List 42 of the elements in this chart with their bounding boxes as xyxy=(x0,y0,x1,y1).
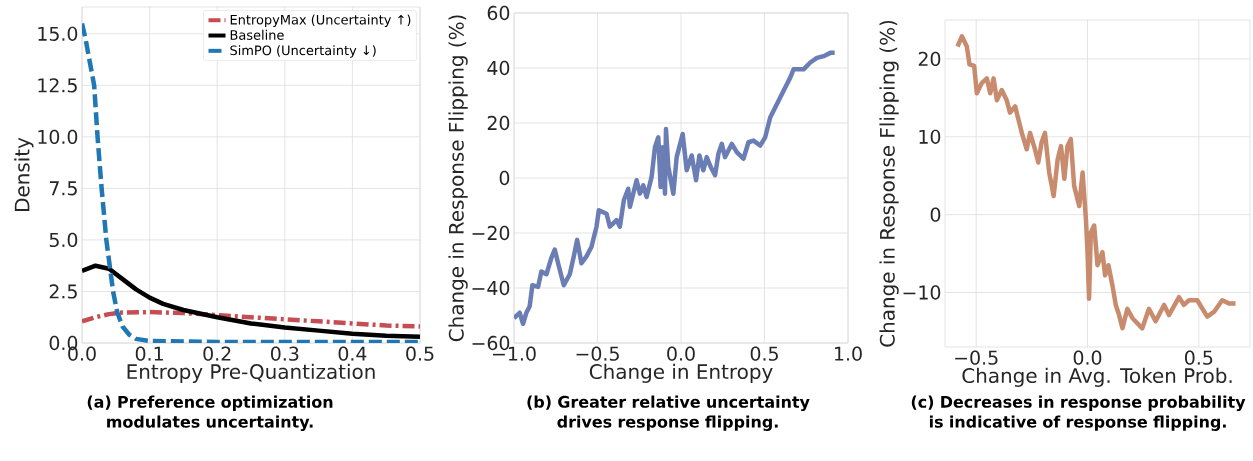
y-tick-label: 40 xyxy=(487,60,510,76)
x-tick-label: 0.3 xyxy=(271,346,299,361)
legend-label: Baseline xyxy=(230,29,284,40)
line-series xyxy=(514,50,837,326)
y-axis-title: Change in Response Flipping (%) xyxy=(448,15,468,342)
y-tick-label: 5.0 xyxy=(49,232,78,248)
x-tick-label: −0.5 xyxy=(576,346,619,361)
y-tick-label: 15.0 xyxy=(38,26,78,41)
text: (b) Greater relative uncertainty drives response flipping. xyxy=(527,395,810,431)
x-tick-label: 0.1 xyxy=(135,346,163,361)
y-tick-label: −20 xyxy=(472,225,510,241)
text: (a) Preference optimization modulates uncertainty. xyxy=(87,395,333,431)
y-tick-label: 60 xyxy=(487,5,510,21)
y-tick-label: −10 xyxy=(903,285,941,300)
y-axis-title: Density xyxy=(14,137,34,211)
x-axis-title: Change in Entropy xyxy=(589,363,773,383)
x-tick-label: 0.5 xyxy=(1185,350,1213,365)
y-tick-label: 2.5 xyxy=(49,284,77,299)
x-tick-label: 0.5 xyxy=(406,346,434,361)
y-tick-label: 12.5 xyxy=(38,78,77,93)
x-axis-title: Change in Avg. Token Prob. xyxy=(962,367,1232,387)
y-tick-label: 20 xyxy=(487,115,510,131)
x-tick-label: −0.5 xyxy=(955,350,998,365)
y-tick-label: 10 xyxy=(919,129,941,144)
y-tick-label: 7.5 xyxy=(49,181,77,196)
y-tick-label: 20 xyxy=(918,51,941,67)
x-tick-label: 0.2 xyxy=(203,346,231,361)
x-tick-label: 0.5 xyxy=(750,346,778,361)
y-tick-label: 0 xyxy=(499,170,510,186)
legend-label: SimPO (Uncertainty ↓) xyxy=(230,45,376,58)
x-tick-label: 1.0 xyxy=(835,346,862,361)
x-tick-label: 0.4 xyxy=(338,346,367,361)
x-tick-label: 0.0 xyxy=(667,346,695,361)
y-tick-label: 0 xyxy=(930,207,941,222)
y-axis-title: Change in Response Flipping (%) xyxy=(879,20,899,347)
line-series xyxy=(82,263,420,340)
text: (c) Decreases in response probability is indicative of response flipping. xyxy=(911,395,1246,431)
y-tick-label: 10.0 xyxy=(38,129,78,145)
legend-label: EntropyMax (Uncertainty ↑) xyxy=(230,14,411,28)
y-tick-label: −40 xyxy=(472,280,510,296)
x-tick-label: 0.0 xyxy=(1073,350,1102,365)
x-axis-title: Entropy Pre-Quantization xyxy=(127,363,375,383)
